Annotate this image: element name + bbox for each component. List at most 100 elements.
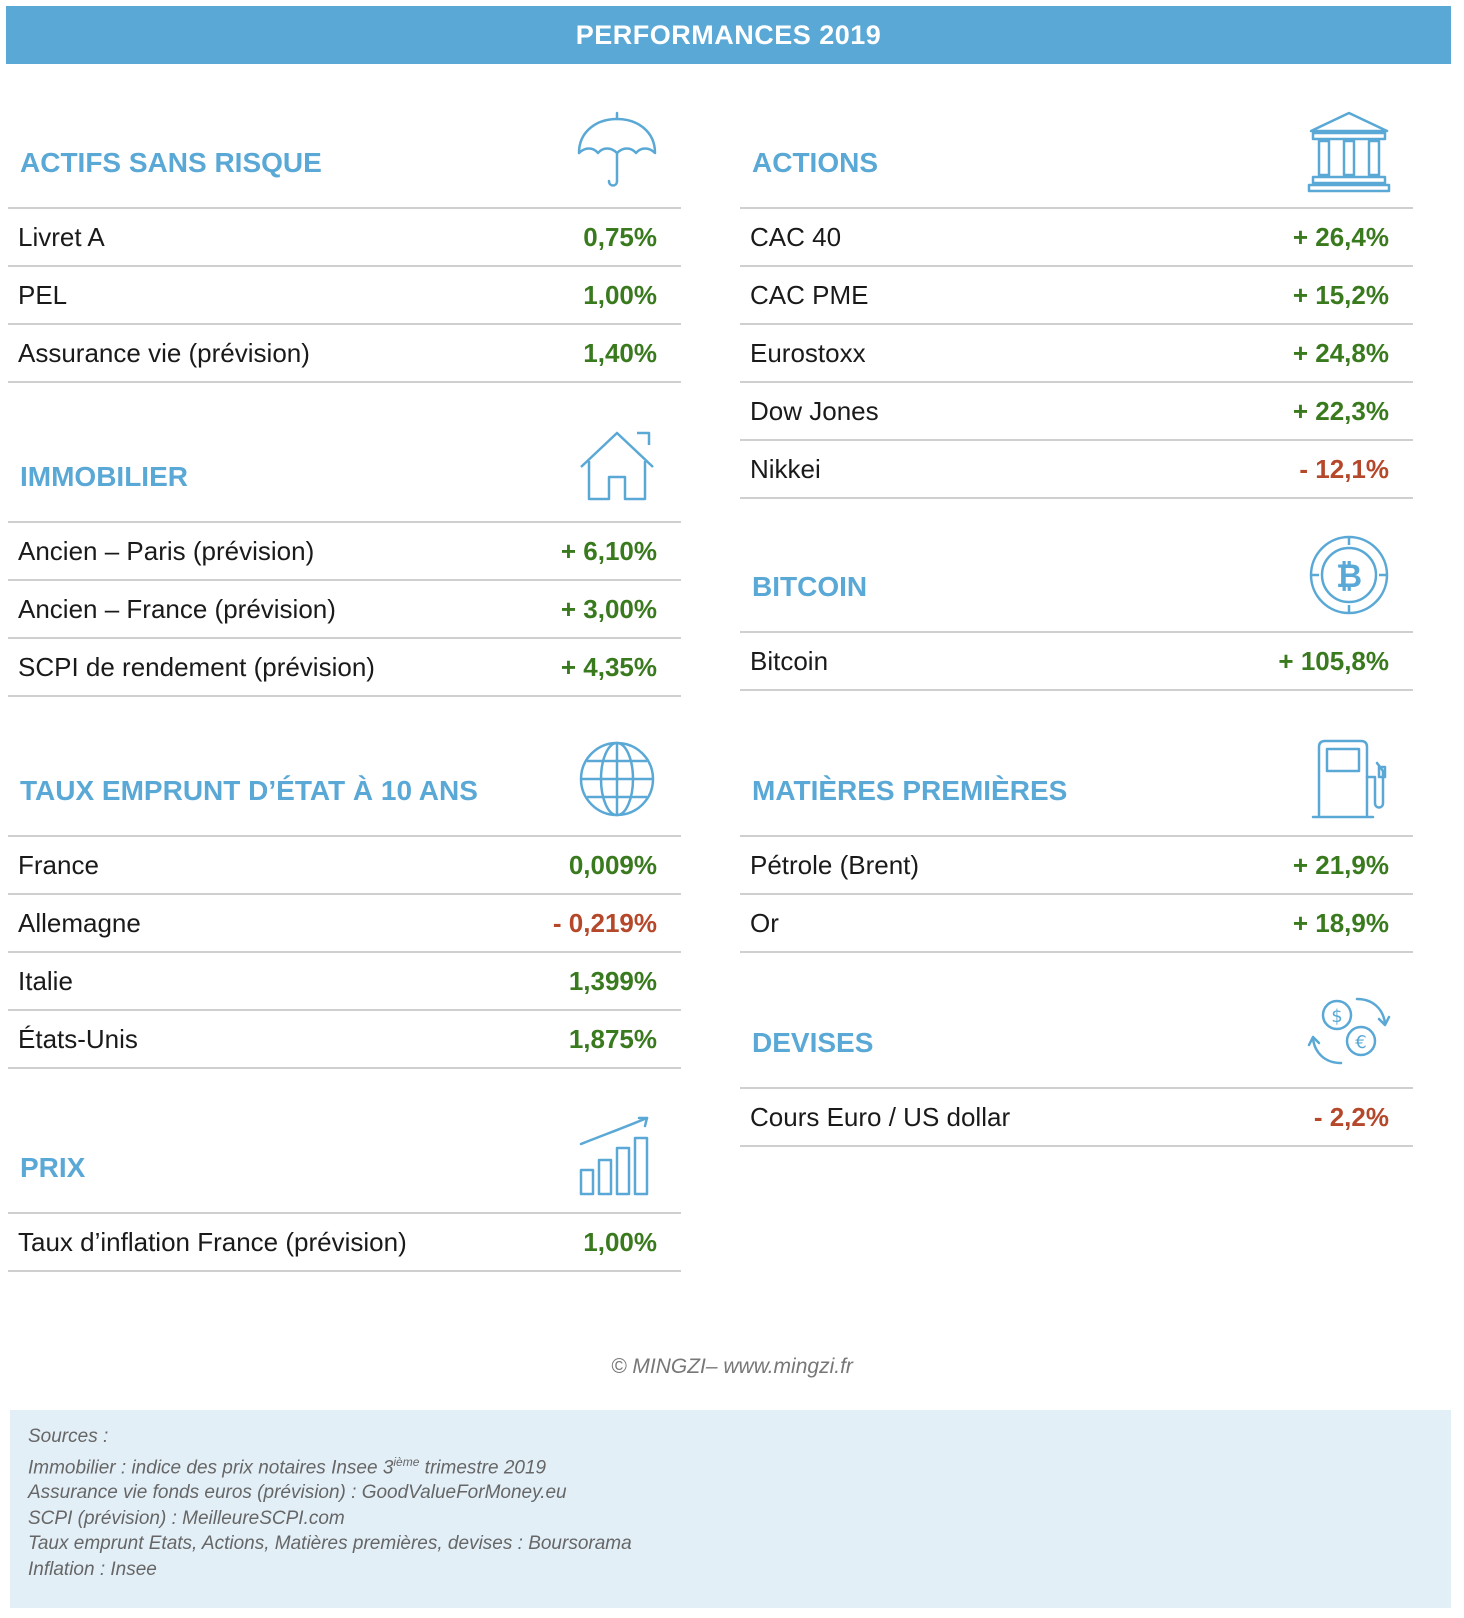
house-icon: [575, 423, 659, 507]
row-label: CAC 40: [750, 221, 842, 252]
table-row: Taux d’inflation France (prévision) 1,00…: [8, 1214, 681, 1272]
row-value: 0,009%: [568, 849, 657, 880]
section-matieres-premieres: MATIÈRES PREMIÈRES Pétrole (Brent) + 21,…: [740, 738, 1413, 953]
section-title: PRIX: [20, 1152, 86, 1183]
currency-exchange-icon: $ €: [1307, 989, 1391, 1073]
source-taux: Taux emprunt Etats, Actions, Matières pr…: [28, 1533, 632, 1555]
row-label: Bitcoin: [750, 645, 829, 676]
table-row: Italie 1,399%: [8, 953, 681, 1011]
table-row: États-Unis 1,875%: [8, 1011, 681, 1069]
row-label: France: [18, 849, 99, 880]
table-row: France 0,009%: [8, 837, 681, 895]
row-value: 1,399%: [568, 965, 657, 996]
row-value: + 22,3%: [1292, 395, 1389, 426]
table-row: Allemagne - 0,219%: [8, 895, 681, 953]
row-value: - 12,1%: [1299, 453, 1389, 484]
row-label: Assurance vie (prévision): [18, 337, 310, 368]
row-value: + 26,4%: [1292, 221, 1389, 252]
source-immobilier-prefix: Immobilier : indice des prix notaires In…: [28, 1456, 394, 1478]
svg-text:$: $: [1331, 1006, 1342, 1027]
globe-icon: [575, 737, 659, 821]
fuel-pump-icon: [1307, 737, 1391, 821]
row-value: + 18,9%: [1292, 907, 1389, 938]
row-value: 1,40%: [583, 337, 657, 368]
table-row: Eurostoxx + 24,8%: [740, 325, 1413, 383]
row-label: Pétrole (Brent): [750, 849, 920, 880]
section-title: BITCOIN: [752, 571, 868, 602]
source-immobilier-suffix: trimestre 2019: [419, 1456, 547, 1478]
row-label: PEL: [18, 279, 68, 310]
row-label: Livret A: [18, 221, 105, 252]
section-prix: PRIX Taux d’inflation France (prévision)…: [8, 1115, 681, 1272]
row-value: + 24,8%: [1292, 337, 1389, 368]
table-row: CAC 40 + 26,4%: [740, 209, 1413, 267]
section-title: IMMOBILIER: [20, 461, 188, 492]
section-devises: DEVISES $ € Cours Euro / US dollar - 2,2…: [740, 990, 1413, 1147]
row-label: SCPI de rendement (prévision): [18, 651, 375, 682]
table-row: CAC PME + 15,2%: [740, 267, 1413, 325]
table-row: Assurance vie (prévision) 1,40%: [8, 325, 681, 383]
page-banner: PERFORMANCES 2019: [6, 6, 1451, 64]
section-title: DEVISES: [752, 1027, 874, 1058]
row-value: + 105,8%: [1278, 645, 1389, 676]
row-label: Allemagne: [18, 907, 141, 938]
section-taux-emprunt: TAUX EMPRUNT D’ÉTAT À 10 ANS France 0,00…: [8, 738, 681, 1069]
table-row: Livret A 0,75%: [8, 209, 681, 267]
section-header: PRIX: [8, 1115, 681, 1214]
row-value: + 3,00%: [560, 593, 657, 624]
section-header: TAUX EMPRUNT D’ÉTAT À 10 ANS: [8, 738, 681, 837]
section-header: ACTIFS SANS RISQUE: [8, 110, 681, 209]
table-row: Ancien – France (prévision) + 3,00%: [8, 581, 681, 639]
section-immobilier: IMMOBILIER Ancien – Paris (prévision) + …: [8, 424, 681, 697]
umbrella-icon: [575, 109, 659, 193]
row-label: Dow Jones: [750, 395, 879, 426]
row-label: Or: [750, 907, 779, 938]
source-assurance: Assurance vie fonds euros (prévision) : …: [28, 1482, 567, 1504]
section-header: ACTIONS: [740, 110, 1413, 209]
row-value: - 2,2%: [1313, 1101, 1389, 1132]
row-label: Taux d’inflation France (prévision): [18, 1226, 407, 1257]
table-row: Dow Jones + 22,3%: [740, 383, 1413, 441]
section-header: BITCOIN ₿: [740, 534, 1413, 633]
section-title: ACTIFS SANS RISQUE: [20, 147, 322, 178]
copyright: © MINGZI– www.mingzi.fr: [611, 1355, 853, 1378]
section-bitcoin: BITCOIN ₿ Bitcoin + 105,8%: [740, 534, 1413, 691]
table-row: Nikkei - 12,1%: [740, 441, 1413, 499]
row-label: Ancien – France (prévision): [18, 593, 336, 624]
sources-heading: Sources :: [28, 1426, 109, 1447]
svg-text:₿: ₿: [1336, 557, 1362, 595]
row-label: Ancien – Paris (prévision): [18, 535, 315, 566]
source-immobilier-sup: ième: [393, 1454, 420, 1469]
row-label: Cours Euro / US dollar: [750, 1101, 1011, 1132]
table-row: Or + 18,9%: [740, 895, 1413, 953]
row-value: + 15,2%: [1292, 279, 1389, 310]
row-label: Nikkei: [750, 453, 821, 484]
bank-building-icon: [1307, 109, 1391, 193]
bar-chart-growth-icon: [575, 1114, 659, 1198]
row-value: 0,75%: [583, 221, 657, 252]
row-label: Italie: [18, 965, 73, 996]
section-title: TAUX EMPRUNT D’ÉTAT À 10 ANS: [20, 775, 478, 806]
row-label: États-Unis: [18, 1023, 138, 1054]
page-title: PERFORMANCES 2019: [575, 19, 882, 50]
row-value: 1,00%: [583, 1226, 657, 1257]
row-label: Eurostoxx: [750, 337, 866, 368]
table-row: Cours Euro / US dollar - 2,2%: [740, 1089, 1413, 1147]
row-value: + 21,9%: [1292, 849, 1389, 880]
section-actifs-sans-risque: ACTIFS SANS RISQUE Livret A 0,75% PEL 1,…: [8, 110, 681, 383]
table-row: Pétrole (Brent) + 21,9%: [740, 837, 1413, 895]
row-value: 1,875%: [568, 1023, 657, 1054]
table-row: Bitcoin + 105,8%: [740, 633, 1413, 691]
section-header: IMMOBILIER: [8, 424, 681, 523]
section-header: MATIÈRES PREMIÈRES: [740, 738, 1413, 837]
sources-box: Sources : Immobilier : indice des prix n…: [10, 1410, 1451, 1608]
table-row: SCPI de rendement (prévision) + 4,35%: [8, 639, 681, 697]
row-value: - 0,219%: [552, 907, 657, 938]
source-inflation: Inflation : Insee: [28, 1558, 157, 1580]
table-row: Ancien – Paris (prévision) + 6,10%: [8, 523, 681, 581]
section-title: ACTIONS: [752, 147, 878, 178]
section-actions: ACTIONS CAC 40 + 26,4% CAC PME + 15,2% E…: [740, 110, 1413, 499]
section-title: MATIÈRES PREMIÈRES: [752, 775, 1068, 806]
row-label: CAC PME: [750, 279, 869, 310]
row-value: 1,00%: [583, 279, 657, 310]
